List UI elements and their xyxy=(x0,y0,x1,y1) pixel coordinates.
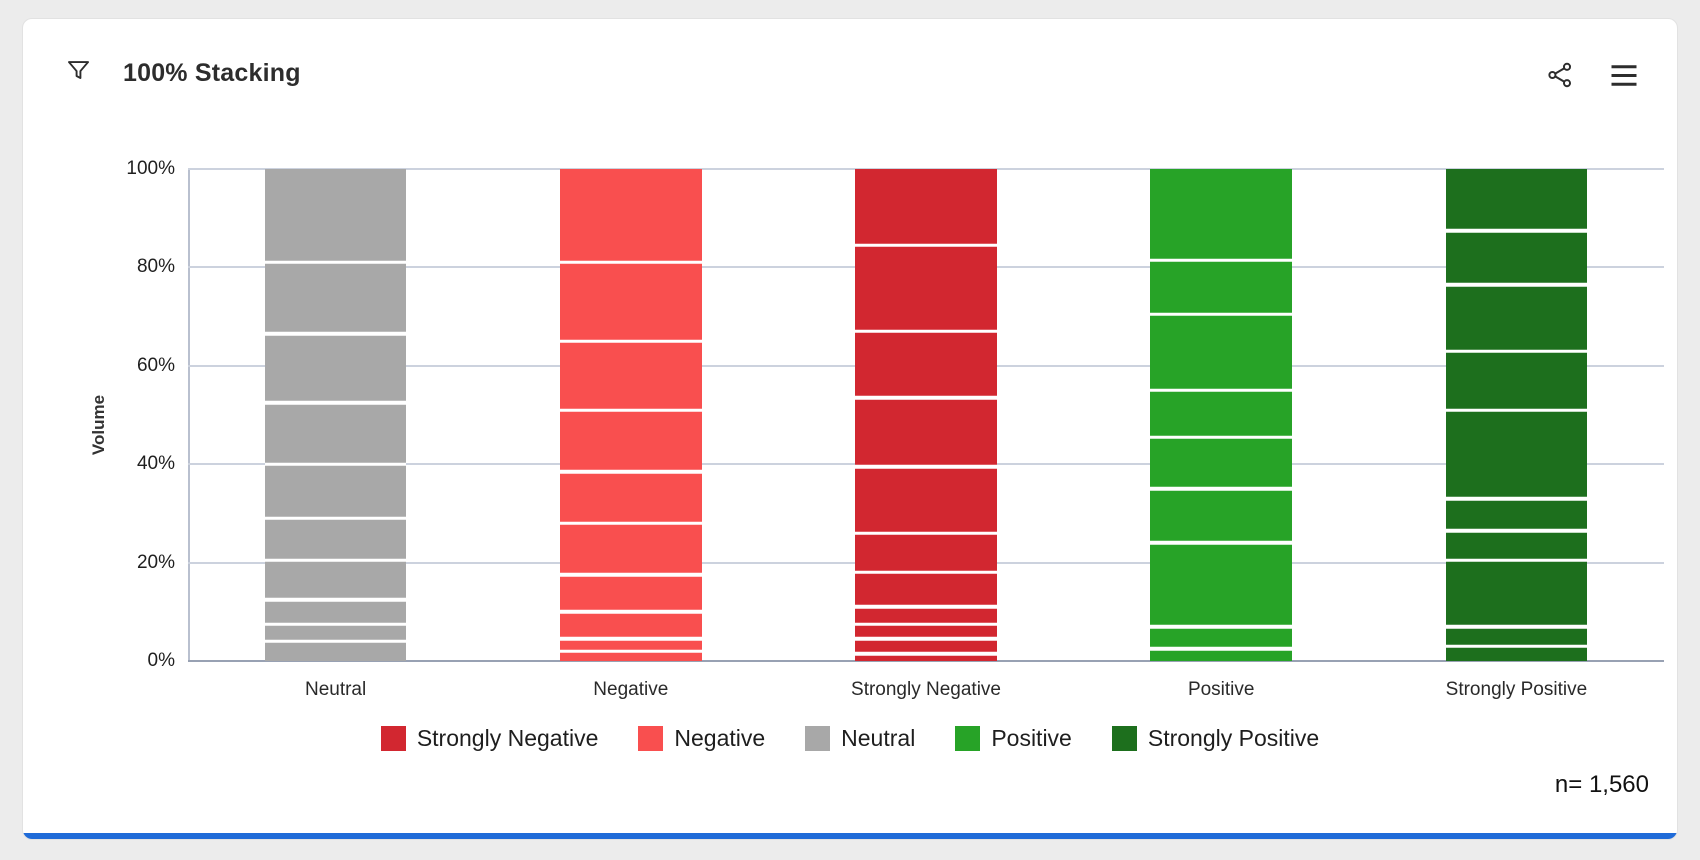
segment-divider xyxy=(1150,487,1293,491)
stacked-bar-strongly-positive[interactable] xyxy=(1445,169,1588,661)
legend-label: Positive xyxy=(991,725,1072,751)
legend-item-strongly-positive[interactable]: Strongly Positive xyxy=(1111,725,1320,752)
segment-divider xyxy=(1445,528,1588,533)
segment-divider xyxy=(855,396,997,400)
segment-divider xyxy=(559,610,702,614)
share-network-icon xyxy=(1545,62,1575,92)
segment-divider xyxy=(559,649,702,653)
funnel-filter-icon xyxy=(65,61,92,87)
legend-item-positive[interactable]: Positive xyxy=(955,725,1072,752)
segment-divider xyxy=(855,637,997,641)
x-axis-line xyxy=(188,660,1664,662)
segment-divider xyxy=(855,605,997,609)
bar-slot-negative xyxy=(483,169,778,661)
menu-button[interactable] xyxy=(1607,61,1641,90)
segment-divider xyxy=(559,408,702,412)
y-tick-label: 100% xyxy=(126,158,175,179)
card-accent-bar xyxy=(23,833,1677,839)
y-tick-label: 40% xyxy=(136,453,175,475)
segment-divider xyxy=(855,622,997,626)
share-button[interactable] xyxy=(1543,59,1577,91)
hamburger-menu-icon xyxy=(1609,65,1639,91)
x-category-label-strongly-positive: Strongly Positive xyxy=(1445,679,1588,700)
bar-slot-neutral xyxy=(188,169,483,661)
segment-divider xyxy=(855,329,997,334)
stacked-bar-strongly-negative[interactable] xyxy=(855,169,997,661)
segment-divider xyxy=(1150,258,1293,262)
stacked-bar-positive[interactable] xyxy=(1150,169,1293,661)
y-axis-line xyxy=(188,169,190,661)
segment-divider xyxy=(264,400,407,405)
segment-divider xyxy=(264,332,407,336)
segment-divider xyxy=(1445,624,1588,629)
filter-button[interactable] xyxy=(63,55,94,86)
x-category-label-positive: Positive xyxy=(1187,679,1255,700)
legend-label: Strongly Negative xyxy=(416,725,599,751)
segment-divider xyxy=(264,260,407,265)
sample-size-label: n= 1,560 xyxy=(1554,771,1649,798)
segment-divider xyxy=(264,516,407,521)
legend-swatch-neutral xyxy=(805,726,831,751)
legend-label: Negative xyxy=(674,725,766,751)
segment-divider xyxy=(1445,408,1588,412)
legend-swatch-strongly-negative xyxy=(380,726,406,751)
y-tick-label: 60% xyxy=(136,354,175,376)
y-tick-label: 80% xyxy=(136,256,175,278)
segment-divider xyxy=(1445,349,1588,353)
segment-divider xyxy=(855,570,997,575)
chart-widget-card: 100% Stacking Volume 0% 20% 40% 60% 80% 100% xyxy=(22,18,1678,840)
segment-divider xyxy=(1150,435,1293,439)
segment-divider xyxy=(855,531,997,535)
segment-divider xyxy=(559,573,702,577)
segment-divider xyxy=(1445,644,1588,648)
segment-divider xyxy=(264,597,407,602)
segment-divider xyxy=(855,464,997,469)
segment-divider xyxy=(264,639,407,644)
legend-swatch-negative xyxy=(638,726,664,751)
x-category-label-neutral: Neutral xyxy=(304,679,367,700)
segment-divider xyxy=(264,622,407,626)
segment-divider xyxy=(1150,646,1293,651)
chart-legend: Strongly Negative Negative Neutral Positive… xyxy=(23,725,1677,752)
y-tick-label: 20% xyxy=(136,551,175,573)
segment-divider xyxy=(1150,624,1293,629)
legend-label: Strongly Positive xyxy=(1147,725,1320,751)
segment-divider xyxy=(264,558,407,562)
legend-item-negative[interactable]: Negative xyxy=(638,725,765,752)
legend-item-strongly-negative[interactable]: Strongly Negative xyxy=(380,725,599,752)
segment-divider xyxy=(1445,282,1588,287)
legend-swatch-positive xyxy=(955,726,981,751)
bar-slot-strongly-positive xyxy=(1369,169,1664,661)
legend-item-neutral[interactable]: Neutral xyxy=(805,725,915,752)
bar-slot-strongly-negative xyxy=(778,169,1073,661)
segment-divider xyxy=(1445,558,1588,562)
segment-divider xyxy=(559,637,702,641)
x-category-label-strongly-negative: Strongly Negative xyxy=(851,679,1001,700)
segment-divider xyxy=(1445,228,1588,233)
x-category-label-negative: Negative xyxy=(593,679,669,700)
stacked-bar-negative[interactable] xyxy=(559,169,702,661)
segment-divider xyxy=(559,339,702,343)
bar-slot-positive xyxy=(1074,169,1369,661)
segment-divider xyxy=(1150,541,1293,545)
segment-divider xyxy=(559,260,702,265)
x-axis-category-labels: Neutral Negative Strongly Negative Positive… xyxy=(188,679,1664,701)
stacked-bar-neutral[interactable] xyxy=(264,169,407,661)
segment-divider xyxy=(1445,496,1588,501)
bars-container xyxy=(188,169,1664,661)
y-axis-tick-labels: 0% 20% 40% 60% 80% 100% xyxy=(23,158,175,671)
segment-divider xyxy=(855,651,997,656)
stacked-bar-plot-area xyxy=(188,168,1664,662)
segment-divider xyxy=(559,521,702,525)
legend-label: Neutral xyxy=(841,725,916,751)
segment-divider xyxy=(1150,388,1293,393)
chart-title: 100% Stacking xyxy=(123,59,301,87)
segment-divider xyxy=(559,469,702,474)
legend-swatch-strongly-positive xyxy=(1111,726,1137,751)
segment-divider xyxy=(264,462,407,466)
segment-divider xyxy=(1150,312,1293,316)
y-tick-label: 0% xyxy=(147,650,175,671)
segment-divider xyxy=(855,243,997,248)
